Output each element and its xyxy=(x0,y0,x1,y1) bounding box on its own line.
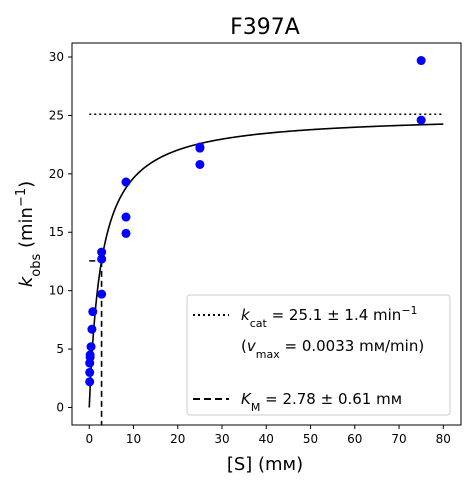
legend-km-value: = 2.78 ± 0.61 mм xyxy=(260,390,402,408)
y-tick-label: 25 xyxy=(49,108,64,122)
y-tick-label: 0 xyxy=(56,400,64,414)
legend-vmax-subscript: max xyxy=(256,348,280,361)
legend-vmax-label: (vmax = 0.0033 mм/min) xyxy=(241,337,424,361)
y-axis-title-close: ) xyxy=(16,181,37,188)
x-tick-label: 70 xyxy=(391,432,406,446)
x-tick-label: 60 xyxy=(347,432,362,446)
chart-title: F397A xyxy=(230,15,300,40)
x-axis-title: [S] (mм) xyxy=(227,454,303,475)
x-tick-label: 30 xyxy=(214,432,229,446)
plot-area xyxy=(85,56,444,425)
x-tick-label: 80 xyxy=(436,432,451,446)
data-point xyxy=(85,350,95,360)
legend: kcat = 25.1 ± 1.4 min−1 (vmax = 0.0033 m… xyxy=(186,294,451,416)
y-tick-label: 30 xyxy=(49,50,64,64)
y-tick-label: 5 xyxy=(56,342,64,356)
y-tick-label: 15 xyxy=(49,225,64,239)
data-point xyxy=(121,177,131,187)
legend-kcat-value: = 25.1 ± 1.4 min xyxy=(267,306,402,324)
data-point xyxy=(195,142,205,152)
data-point xyxy=(85,367,95,377)
data-point xyxy=(87,324,97,334)
y-axis-title: kobs (min−1) xyxy=(14,181,44,287)
data-point xyxy=(97,289,107,299)
x-tick-label: 0 xyxy=(85,432,93,446)
legend-vmax-value: = 0.0033 mм/min) xyxy=(280,337,424,355)
data-point xyxy=(195,159,205,169)
data-point xyxy=(416,115,426,125)
legend-km-symbol: K xyxy=(241,390,252,408)
x-axis-ticks: 0 10 20 30 40 50 60 70 80 xyxy=(85,425,451,446)
x-tick-label: 50 xyxy=(303,432,318,446)
data-point xyxy=(97,254,107,264)
legend-kcat-label: kcat = 25.1 ± 1.4 min−1 xyxy=(241,304,418,330)
data-point xyxy=(121,228,131,238)
legend-vmax-open: ( xyxy=(241,337,247,355)
y-axis-title-superscript: −1 xyxy=(14,188,29,207)
legend-kcat-subscript: cat xyxy=(250,317,268,330)
data-point xyxy=(121,212,131,222)
y-tick-label: 10 xyxy=(49,284,64,298)
y-axis-title-subscript: obs xyxy=(29,254,44,277)
y-axis-ticks: 0 5 10 15 20 25 30 xyxy=(49,50,72,414)
fit-curve xyxy=(88,123,444,408)
data-point xyxy=(97,247,107,257)
data-point xyxy=(85,377,95,387)
legend-km-subscript: M xyxy=(251,401,261,414)
data-point xyxy=(416,56,426,66)
data-point xyxy=(88,307,98,317)
x-tick-label: 20 xyxy=(170,432,185,446)
legend-kcat-superscript: −1 xyxy=(401,304,417,317)
legend-kcat-symbol: k xyxy=(241,306,251,324)
legend-km-label: KM = 2.78 ± 0.61 mм xyxy=(241,390,402,414)
x-tick-label: 10 xyxy=(126,432,141,446)
legend-vmax-symbol: v xyxy=(247,337,257,355)
x-tick-label: 40 xyxy=(259,432,274,446)
y-axis-title-unit: (min xyxy=(16,207,37,254)
y-tick-label: 20 xyxy=(49,167,64,181)
legend-box xyxy=(186,294,451,416)
data-point xyxy=(86,342,96,352)
y-axis-title-symbol: k xyxy=(16,275,37,287)
